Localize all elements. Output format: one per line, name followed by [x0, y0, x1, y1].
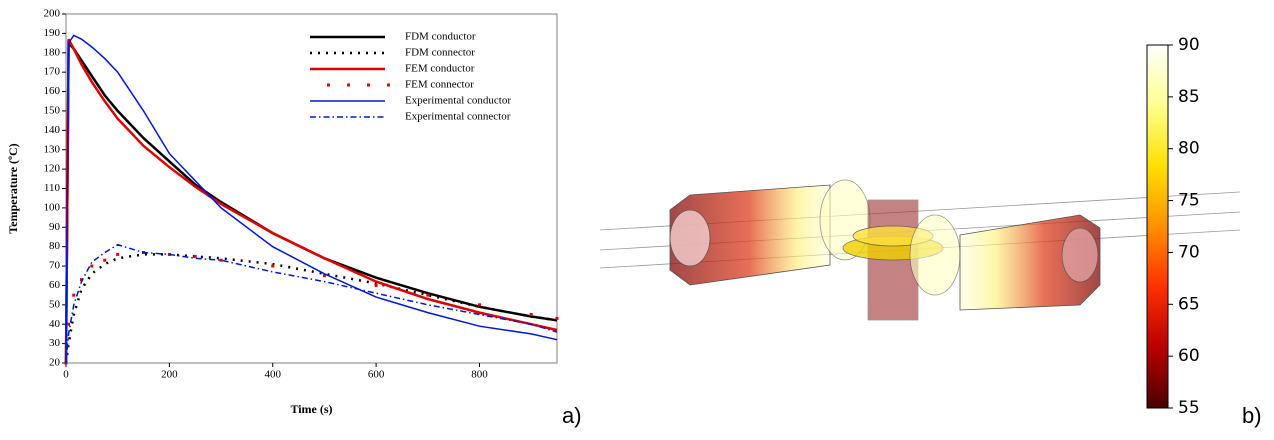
colorbar-tick-label: 85 [1178, 87, 1200, 107]
colorbar [1147, 45, 1168, 408]
marker [530, 313, 533, 316]
y-tick-label: 70 [49, 260, 61, 272]
legend-swatch [387, 84, 390, 87]
colorbar-tick-label: 65 [1178, 294, 1200, 314]
render-3d [600, 180, 1240, 320]
marker [375, 284, 378, 287]
legend-swatch [327, 84, 330, 87]
marker [426, 294, 429, 297]
y-tick-label: 120 [44, 163, 61, 175]
colorbar-tick-label: 90 [1178, 35, 1200, 55]
legend-label: FEM conductor [405, 63, 475, 75]
y-tick-label: 110 [44, 182, 61, 194]
y-tick-label: 50 [49, 298, 61, 310]
legend-label: Experimental connector [405, 111, 511, 123]
x-tick-label: 0 [63, 369, 69, 381]
y-tick-label: 130 [44, 143, 61, 155]
y-tick-label: 60 [49, 279, 61, 291]
colorbar-tick-label: 60 [1178, 346, 1200, 366]
marker [103, 259, 106, 262]
y-tick-label: 160 [44, 85, 61, 97]
marker [194, 255, 197, 258]
colorbar-tick-label: 75 [1178, 191, 1200, 211]
y-tick-label: 150 [44, 104, 61, 116]
y-axis-label: Temperature (ºC) [6, 143, 20, 233]
marker [220, 259, 223, 262]
marker [116, 253, 119, 256]
marker [72, 294, 75, 297]
y-tick-label: 190 [44, 27, 61, 39]
marker [478, 303, 481, 306]
x-tick-label: 400 [264, 369, 281, 381]
y-tick-label: 20 [49, 357, 61, 369]
legend-label: FEM connector [405, 79, 474, 91]
marker [556, 317, 559, 320]
legend-label: FDM connector [405, 47, 475, 59]
panel-label: a) [562, 403, 582, 428]
series-line [66, 39, 557, 363]
legend-label: Experimental conductor [405, 95, 511, 107]
y-tick-label: 100 [44, 201, 61, 213]
legend-swatch [367, 84, 370, 87]
marker [90, 265, 93, 268]
y-tick-label: 180 [44, 46, 61, 58]
y-tick-label: 200 [44, 8, 61, 20]
y-tick-label: 140 [44, 124, 61, 136]
y-tick-label: 80 [49, 240, 61, 252]
marker [271, 265, 274, 268]
x-tick-label: 800 [471, 369, 488, 381]
legend-label: FDM conductor [405, 31, 476, 43]
x-axis-label: Time (s) [290, 402, 332, 416]
y-tick-label: 30 [49, 337, 61, 349]
plot-area [66, 14, 557, 363]
x-tick-label: 600 [368, 369, 385, 381]
figure: 20 30 40 50 60 70 80 90 100 110 120 130 140 150 160 170… [0, 0, 1274, 435]
legend-swatch [347, 84, 350, 87]
y-tick-label: 90 [49, 221, 61, 233]
x-tick-label: 200 [161, 369, 178, 381]
marker [67, 323, 70, 326]
y-tick-label: 40 [49, 318, 61, 330]
panel-label: b) [1242, 403, 1262, 428]
colorbar-tick-label: 55 [1178, 398, 1200, 418]
colorbar-tick-label: 80 [1178, 139, 1200, 159]
series-line [66, 245, 557, 363]
colorbar-tick-label: 70 [1178, 242, 1200, 262]
y-tick-label: 170 [44, 66, 61, 78]
